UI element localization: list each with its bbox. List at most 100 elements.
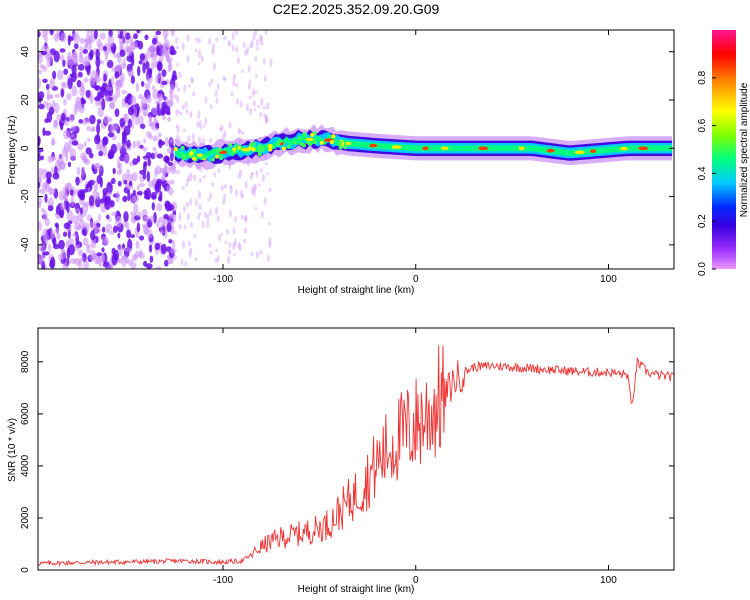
- heatmap-noise-cell: [216, 215, 220, 222]
- heatmap-noise-cell: [38, 69, 43, 75]
- heatmap-noise-cell: [254, 206, 258, 211]
- heatmap-noise-cell: [102, 136, 107, 148]
- heatmap-noise-cell: [238, 129, 241, 134]
- heatmap-noise-cell: [58, 253, 62, 261]
- heatmap-noise-cell: [196, 120, 200, 128]
- heatmap-noise-cell: [255, 170, 259, 178]
- heatmap-hot-cell: [546, 148, 555, 153]
- heatmap-noise-cell: [172, 70, 177, 79]
- heatmap-noise-cell: [79, 177, 83, 184]
- heatmap-noise-cell: [89, 49, 94, 58]
- heatmap-hot-cell: [619, 146, 628, 151]
- heatmap-noise-cell: [46, 95, 54, 100]
- heatmap-noise-cell: [62, 231, 68, 237]
- heatmap-noise-cell: [174, 82, 178, 89]
- heatmap-noise-cell: [222, 76, 226, 81]
- heatmap-noise-cell: [45, 171, 52, 180]
- heatmap-noise-cell: [169, 179, 175, 185]
- heatmap-noise-cell: [60, 88, 65, 98]
- heatmap-noise-cell: [254, 91, 258, 94]
- heatmap-noise-cell: [147, 229, 153, 239]
- heatmap-noise-cell: [260, 98, 264, 107]
- heatmap-noise-cell: [157, 61, 162, 71]
- heatmap-noise-cell: [143, 138, 147, 144]
- heatmap-noise-cell: [53, 102, 60, 114]
- heatmap-noise-cell: [156, 220, 160, 228]
- heatmap-noise-cell: [257, 183, 261, 187]
- heatmap-noise-cell: [208, 82, 212, 87]
- heatmap-noise-cell: [60, 249, 66, 261]
- heatmap-noise-cell: [103, 115, 110, 125]
- heatmap-noise-cell: [236, 56, 240, 65]
- heatmap-noise-cell: [105, 223, 113, 232]
- heatmap-noise-cell: [106, 191, 112, 197]
- heatmap-noise-cell: [167, 66, 171, 73]
- heatmap-noise-cell: [141, 104, 149, 115]
- heatmap-noise-cell: [189, 172, 193, 182]
- heatmap-noise-cell: [115, 87, 120, 99]
- heatmap-noise-cell: [52, 99, 56, 108]
- heatmap-noise-cell: [250, 39, 254, 48]
- heatmap-noise-cell: [198, 136, 201, 145]
- heatmap-noise-cell: [190, 76, 194, 84]
- heatmap-noise-cell: [231, 31, 235, 41]
- heatmap-noise-cell: [153, 60, 158, 68]
- heatmap-band-cell: [232, 147, 237, 152]
- heatmap-noise-cell: [93, 179, 99, 192]
- heatmap-noise-cell: [78, 259, 83, 269]
- heatmap-noise-cell: [140, 123, 146, 129]
- heatmap-noise-cell: [233, 73, 237, 80]
- heatmap-noise-cell: [223, 35, 227, 41]
- heatmap-noise-cell: [155, 30, 162, 36]
- heatmap-noise-cell: [157, 71, 162, 79]
- snr-series-line: [38, 345, 674, 567]
- heatmap-noise-cell: [43, 233, 49, 244]
- heatmap-noise-cell: [72, 233, 78, 238]
- heatmap-noise-cell: [52, 243, 60, 250]
- heatmap-noise-cell: [64, 182, 72, 190]
- heatmap-noise-cell: [136, 30, 141, 34]
- heatmap-noise-cell: [98, 42, 104, 52]
- heatmap-noise-cell: [160, 243, 167, 255]
- heatmap-band-cell: [268, 147, 273, 152]
- heatmap-noise-cell: [167, 100, 174, 108]
- heatmap-noise-cell: [255, 39, 259, 47]
- heatmap-noise-cell: [208, 37, 211, 45]
- heatmap-noise-cell: [146, 94, 152, 104]
- heatmap-noise-cell: [79, 51, 84, 59]
- heatmap-noise-cell: [167, 116, 172, 122]
- heatmap-noise-cell: [147, 158, 151, 167]
- heatmap-noise-cell: [86, 30, 90, 38]
- heatmap-noise-cell: [102, 188, 108, 196]
- spectrogram-panel: -100 0 100 -40 -20 0 20 40 Height of straight l…: [7, 29, 675, 296]
- heatmap-noise-cell: [263, 113, 267, 118]
- heatmap-noise-cell: [164, 259, 169, 267]
- heatmap-band-cell: [228, 143, 233, 148]
- heatmap-hot-cell: [369, 143, 378, 148]
- heatmap-noise-cell: [77, 64, 85, 71]
- heatmap-band-cell: [251, 147, 256, 152]
- heatmap-noise-cell: [91, 126, 96, 132]
- heatmap-noise-cell: [127, 259, 133, 266]
- heatmap-noise-cell: [143, 190, 149, 196]
- heatmap-noise-cell: [89, 249, 96, 261]
- heatmap-noise-cell: [139, 249, 143, 257]
- heatmap-noise-cell: [73, 103, 78, 116]
- heatmap-noise-cell: [130, 234, 135, 239]
- heatmap-noise-cell: [96, 122, 101, 135]
- heatmap-noise-cell: [63, 190, 68, 202]
- heatmap-noise-cell: [256, 251, 259, 259]
- heatmap-noise-cell: [199, 120, 202, 130]
- heatmap-noise-cell: [72, 51, 78, 59]
- heatmap-band-cell: [189, 151, 193, 156]
- heatmap-noise-cell: [165, 40, 170, 49]
- heatmap-noise-cell: [79, 218, 85, 229]
- heatmap-noise-cell: [185, 108, 189, 115]
- heatmap-noise-cell: [98, 213, 101, 222]
- heatmap-noise-cell: [152, 135, 158, 142]
- heatmap-noise-cell: [58, 190, 66, 201]
- heatmap-noise-cell: [229, 184, 233, 190]
- heatmap-noise-cell: [53, 119, 59, 129]
- heatmap-noise-cell: [97, 106, 104, 118]
- heatmap-noise-cell: [68, 113, 75, 123]
